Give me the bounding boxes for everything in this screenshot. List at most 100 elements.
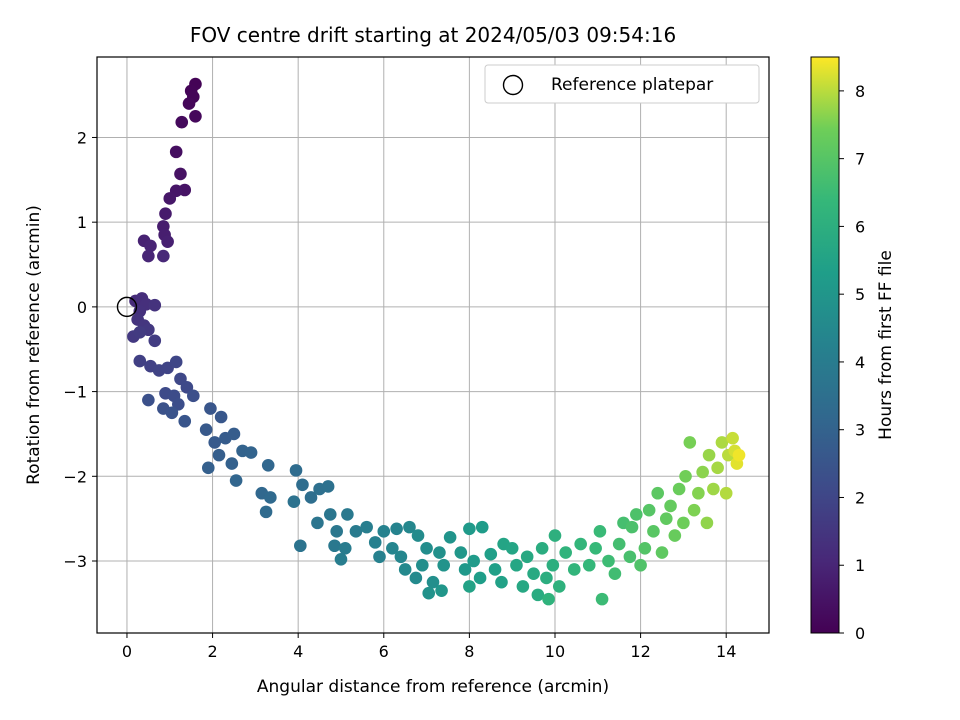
data-point xyxy=(334,553,348,566)
data-point xyxy=(463,522,476,536)
data-point xyxy=(403,520,416,534)
data-point xyxy=(484,547,498,561)
data-point xyxy=(715,436,729,449)
data-point xyxy=(510,558,523,572)
data-point xyxy=(687,503,701,517)
data-point xyxy=(261,458,275,472)
data-point xyxy=(463,580,476,593)
data-point xyxy=(516,580,530,593)
data-point xyxy=(304,491,318,504)
data-point xyxy=(726,431,739,445)
data-point xyxy=(377,525,391,538)
colorbar-tick-label: 5 xyxy=(855,285,865,304)
x-tick-label: 2 xyxy=(207,642,217,661)
data-points xyxy=(116,77,746,606)
colorbar-tick-label: 6 xyxy=(855,217,865,236)
data-point xyxy=(415,558,429,572)
data-point xyxy=(443,530,457,544)
plot-frame xyxy=(96,56,770,634)
colorbar-tick-label: 1 xyxy=(855,556,865,575)
data-point xyxy=(142,249,155,263)
data-point xyxy=(535,541,549,555)
data-point xyxy=(175,115,189,129)
colorbar-tick-label: 8 xyxy=(855,82,865,101)
data-point xyxy=(546,558,560,572)
colorbar-label: Hours from first FF file xyxy=(876,250,896,440)
data-point xyxy=(642,503,656,517)
data-point xyxy=(696,465,709,479)
data-point xyxy=(454,546,468,559)
data-point xyxy=(187,389,200,403)
colorbar-ticks: 0 1 2 3 4 5 6 7 8 xyxy=(839,82,865,643)
data-point xyxy=(165,406,179,420)
data-point xyxy=(169,145,183,159)
data-point xyxy=(623,550,637,564)
data-point xyxy=(475,520,489,534)
data-point xyxy=(294,539,307,553)
data-point xyxy=(542,592,555,606)
data-point xyxy=(612,537,626,551)
x-tick-label: 10 xyxy=(545,642,565,661)
data-point xyxy=(133,325,147,339)
data-point xyxy=(520,550,534,564)
x-axis-label: Angular distance from reference (arcmin) xyxy=(257,677,609,697)
data-point xyxy=(338,541,352,555)
data-point xyxy=(368,536,382,549)
data-point xyxy=(505,541,519,555)
data-point xyxy=(201,461,215,475)
y-tick-label: −3 xyxy=(63,552,87,571)
x-tick-label: 0 xyxy=(122,642,132,661)
data-point xyxy=(148,334,162,348)
data-point xyxy=(548,529,562,542)
data-point xyxy=(390,522,403,536)
data-point xyxy=(700,516,714,530)
x-tick-label: 4 xyxy=(293,642,303,661)
data-point xyxy=(647,525,660,538)
data-point xyxy=(157,249,170,263)
data-point xyxy=(199,423,213,437)
data-point xyxy=(289,464,303,477)
data-point xyxy=(732,448,746,462)
data-point xyxy=(458,563,472,576)
data-point xyxy=(435,584,448,597)
data-point xyxy=(394,550,408,564)
colorbar-tick-label: 7 xyxy=(855,150,865,169)
data-point xyxy=(330,525,343,538)
data-point xyxy=(426,575,440,589)
data-point xyxy=(341,508,354,521)
data-point xyxy=(182,97,196,110)
y-tick-label: −1 xyxy=(63,383,87,402)
data-point xyxy=(227,427,241,441)
data-point xyxy=(467,554,480,568)
data-point xyxy=(595,592,609,606)
data-point xyxy=(373,550,386,564)
data-point xyxy=(593,525,607,538)
y-tick-label: 2 xyxy=(77,128,87,147)
data-point xyxy=(679,469,692,483)
x-tick-label: 6 xyxy=(379,642,389,661)
data-point xyxy=(386,541,399,555)
chart-title: FOV centre drift starting at 2024/05/03 … xyxy=(190,23,676,47)
data-point xyxy=(574,537,587,551)
data-point xyxy=(189,109,202,123)
data-point xyxy=(323,508,337,521)
data-point xyxy=(208,436,222,449)
data-point xyxy=(692,486,705,500)
data-point xyxy=(287,495,301,509)
data-point xyxy=(159,207,172,221)
data-point xyxy=(651,486,665,500)
colorbar-tick-label: 4 xyxy=(855,353,865,372)
data-point xyxy=(668,529,682,542)
data-point xyxy=(214,410,228,424)
data-point xyxy=(144,239,157,253)
data-point xyxy=(311,516,324,530)
data-point xyxy=(244,446,258,459)
colorbar-gradient xyxy=(810,56,840,634)
data-point xyxy=(225,457,239,470)
data-point xyxy=(625,520,639,534)
data-point xyxy=(495,575,508,589)
legend-marker-reference xyxy=(502,74,524,96)
data-point xyxy=(683,436,697,449)
data-point xyxy=(677,516,690,530)
